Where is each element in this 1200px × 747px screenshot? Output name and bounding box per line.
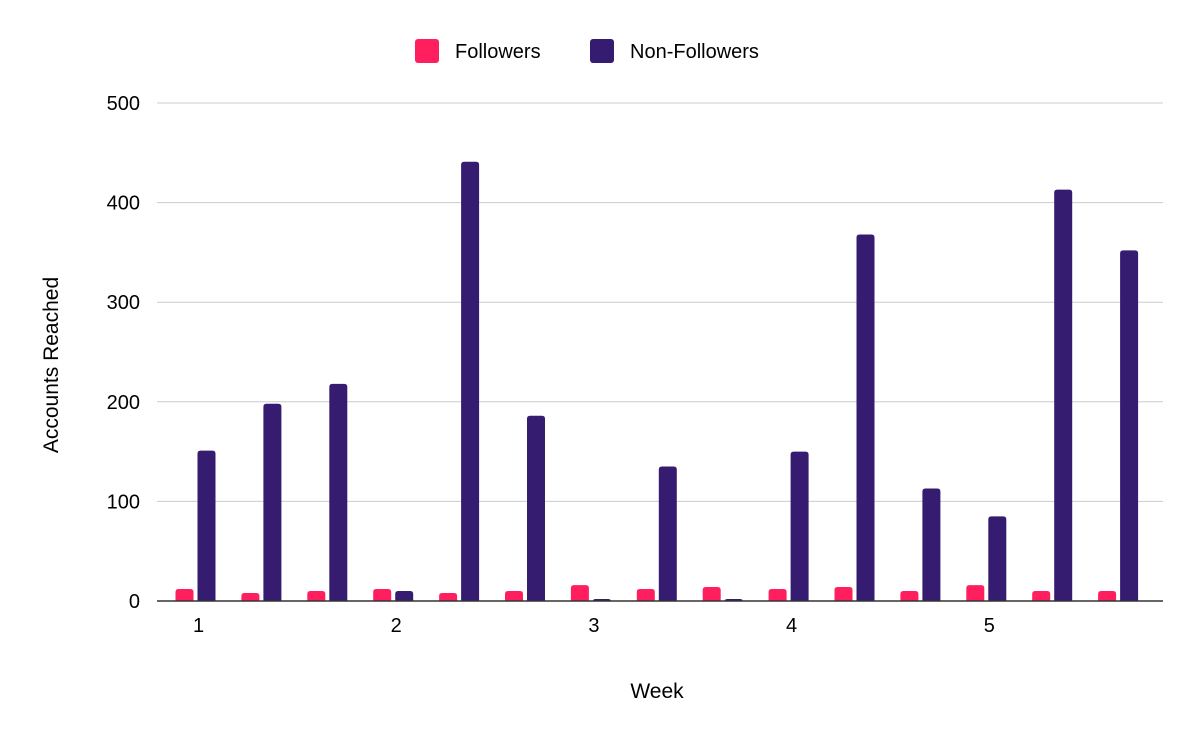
legend: Followers Non-Followers	[415, 39, 759, 63]
followers-bar	[373, 589, 392, 601]
non-followers-bar	[790, 451, 809, 601]
x-tick-label: 2	[391, 615, 402, 637]
followers-bar	[636, 589, 655, 601]
x-axis-ticks: 1 2 3 4 5	[193, 615, 995, 637]
x-axis-title: Week	[630, 680, 684, 703]
followers-bar	[834, 587, 853, 601]
legend-label: Followers	[455, 41, 541, 63]
followers-bar	[966, 585, 985, 601]
followers-bar	[570, 585, 589, 601]
non-followers-bar	[527, 415, 545, 601]
x-tick-label: 3	[588, 615, 599, 637]
y-tick-label: 400	[107, 193, 140, 215]
followers-bar	[768, 589, 787, 601]
y-tick-label: 300	[107, 292, 140, 314]
x-tick-label: 4	[786, 615, 797, 637]
x-tick-label: 5	[984, 615, 995, 637]
followers-bar	[439, 593, 458, 601]
gridlines	[157, 102, 1163, 502]
non-followers-bar	[329, 383, 348, 601]
followers-bar	[307, 591, 326, 601]
y-tick-label: 100	[107, 491, 140, 513]
followers-bar	[505, 591, 523, 601]
followers-bar	[1032, 591, 1051, 601]
non-followers-bar	[1054, 189, 1073, 602]
legend-swatch	[590, 39, 614, 63]
non-followers-bar	[658, 466, 677, 601]
non-followers-bar	[263, 403, 282, 601]
non-followers-bar	[1120, 250, 1139, 601]
followers-bar	[1098, 591, 1117, 601]
y-tick-label: 0	[129, 591, 140, 613]
followers-bar	[702, 587, 721, 601]
non-followers-bar	[395, 591, 414, 601]
legend-label: Non-Followers	[630, 41, 759, 63]
non-followers-bar	[988, 516, 1007, 601]
followers-bar	[900, 591, 919, 601]
non-followers-bar	[461, 161, 480, 601]
y-axis-title: Accounts Reached	[40, 277, 63, 453]
y-tick-label: 200	[107, 392, 140, 414]
followers-bar	[175, 589, 194, 601]
non-followers-bar	[856, 234, 875, 602]
non-followers-bar	[197, 450, 216, 601]
non-followers-bar	[922, 488, 941, 601]
y-tick-label: 500	[107, 93, 140, 115]
bars	[175, 161, 1139, 602]
x-tick-label: 1	[193, 615, 204, 637]
followers-bar	[241, 593, 260, 601]
legend-swatch	[415, 39, 439, 63]
y-axis-ticks: 0 100 200 300 400 500	[107, 93, 140, 613]
